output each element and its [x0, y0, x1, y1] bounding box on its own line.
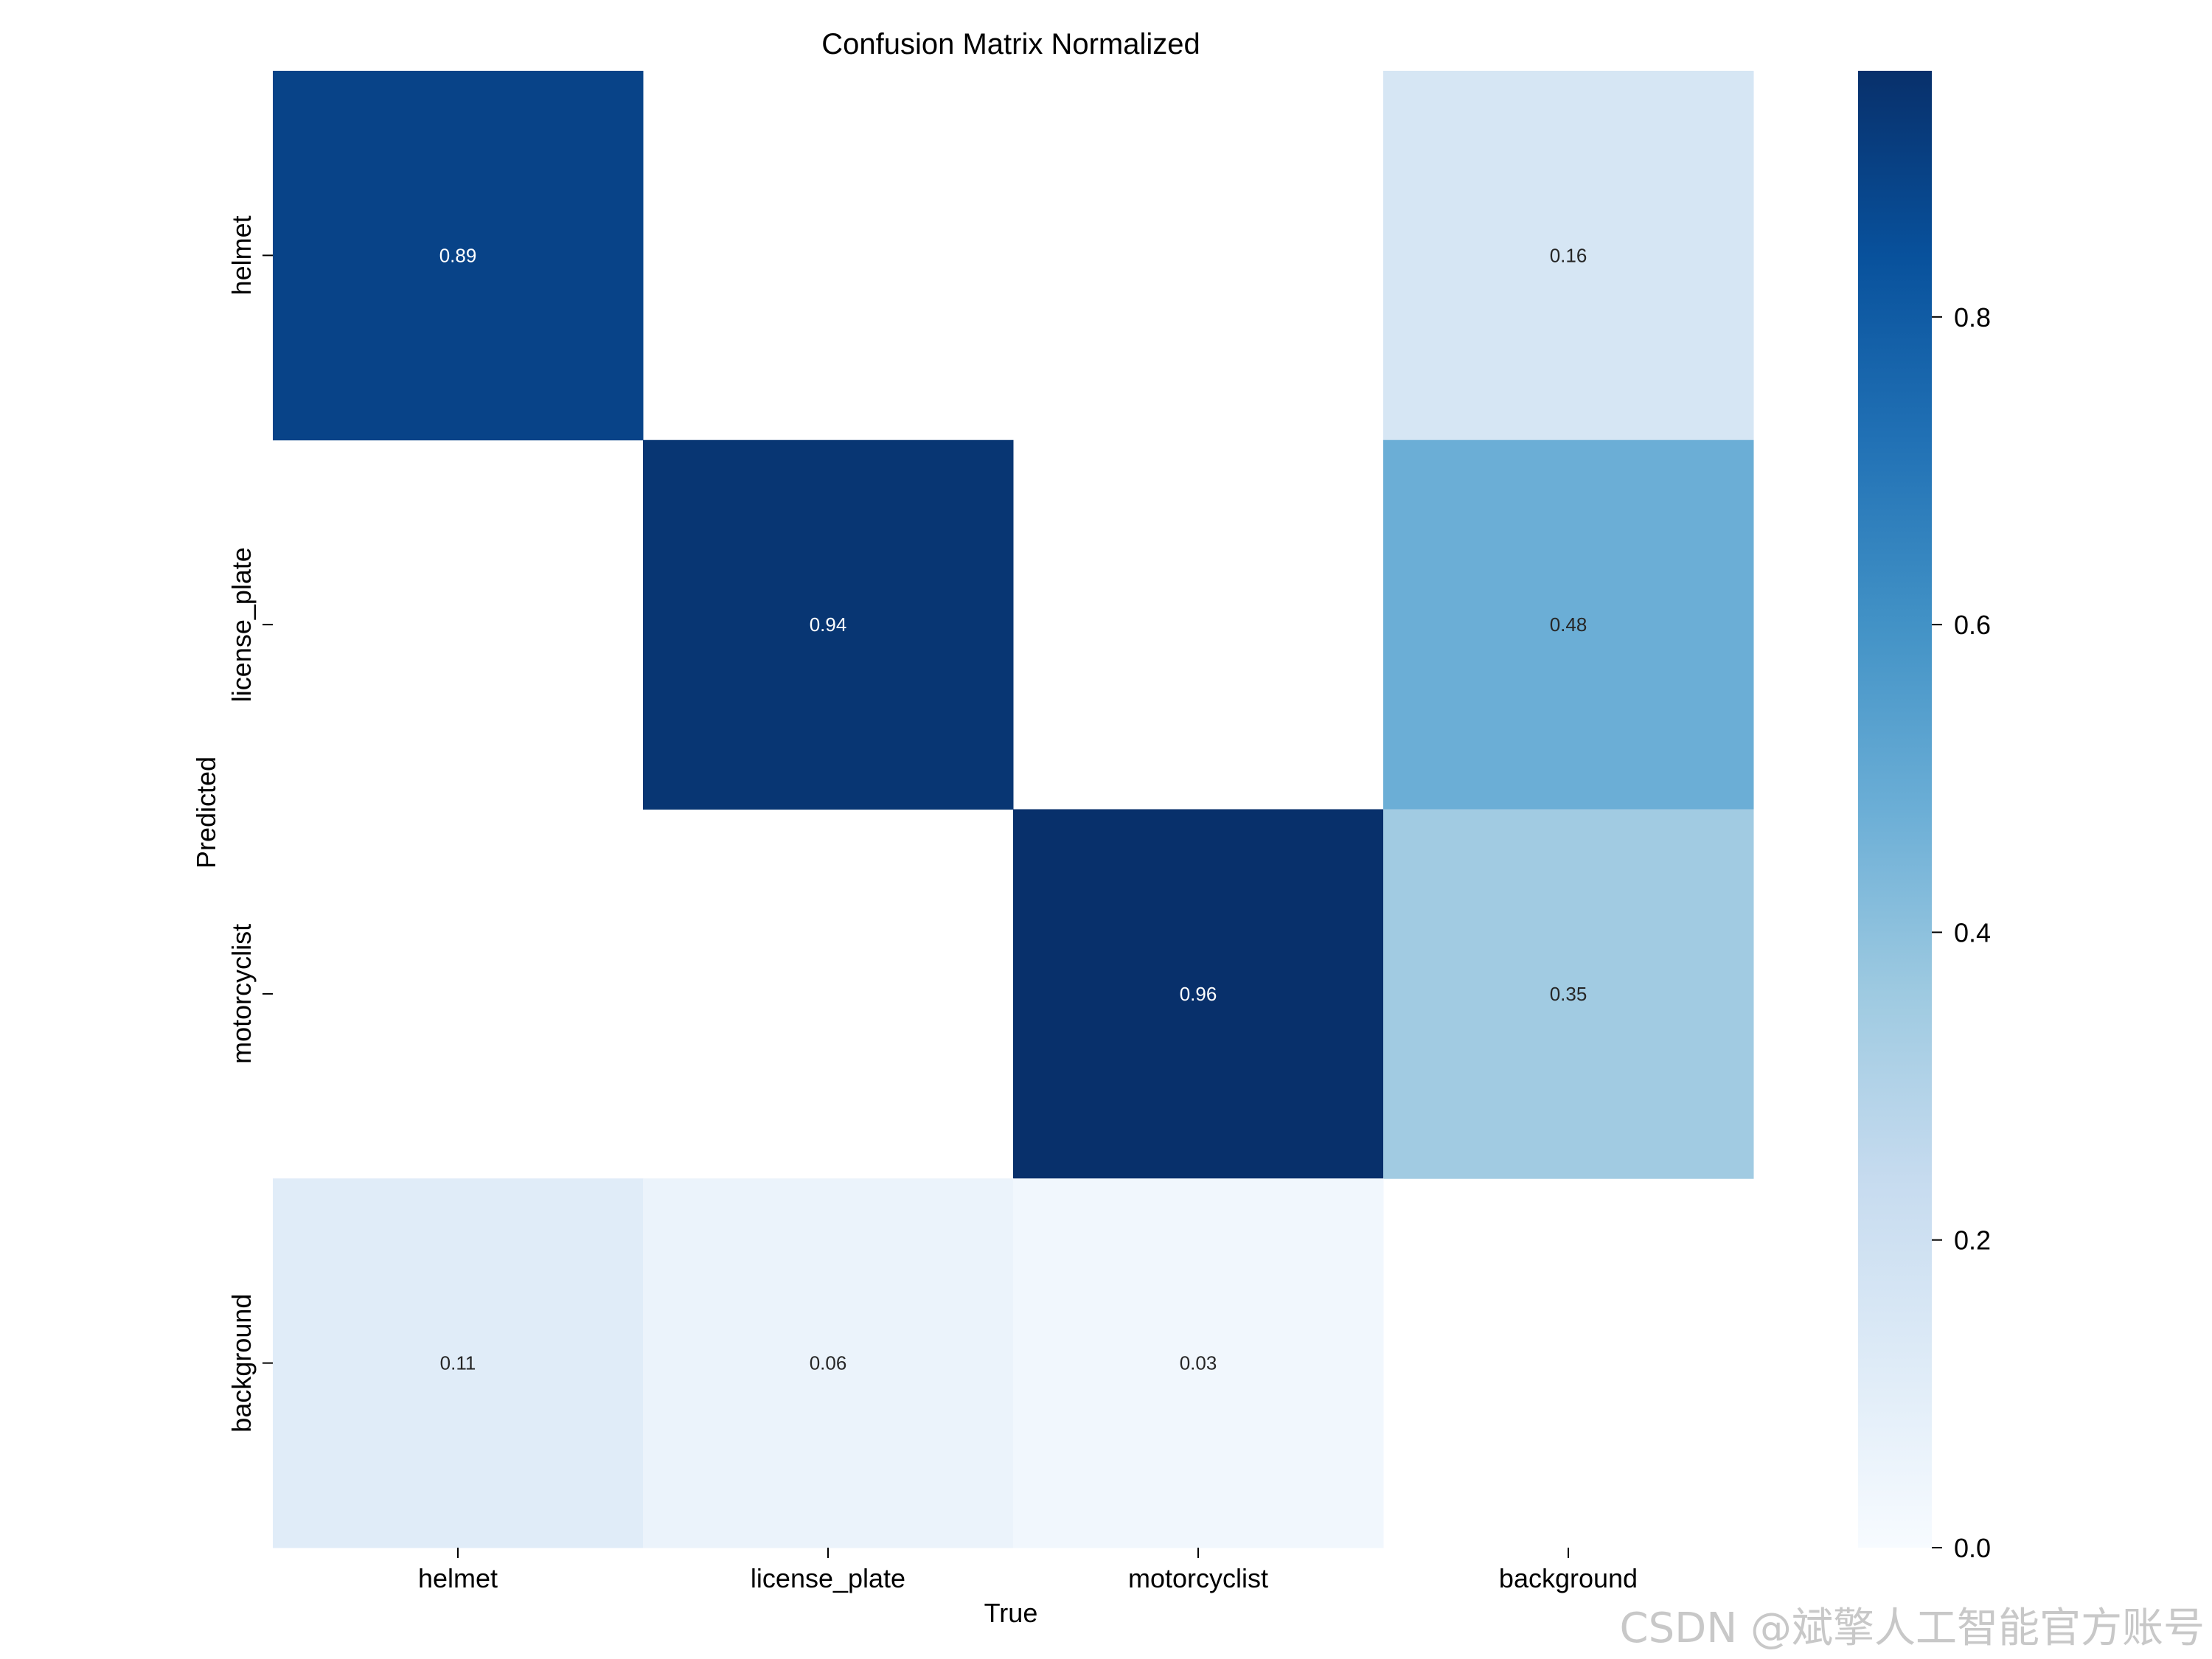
- cell-value-label: 0.94: [810, 613, 847, 636]
- x-tick-label: helmet: [418, 1563, 498, 1593]
- heatmap-cells: [273, 71, 1754, 1548]
- y-tick-label: motorcyclist: [226, 924, 257, 1064]
- heatmap-cell: [643, 1178, 1014, 1548]
- cell-value-label: 0.06: [810, 1352, 847, 1374]
- colorbar: [1858, 71, 1932, 1548]
- heatmap-cell: [1013, 809, 1384, 1179]
- cell-value-label: 0.03: [1180, 1352, 1217, 1374]
- cell-value-label: 0.89: [439, 244, 477, 266]
- heatmap-cell-labels: 0.89 0.16 0.94 0.48 0.96 0.35 0.11 0.06 0.03: [439, 244, 1587, 1374]
- y-tick-label: background: [226, 1294, 257, 1433]
- heatmap-cell: [1383, 809, 1754, 1179]
- cell-value-label: 0.35: [1550, 983, 1587, 1005]
- heatmap-cell: [643, 439, 1014, 810]
- colorbar-tick-label: 0.4: [1954, 917, 1991, 947]
- cell-value-label: 0.16: [1550, 244, 1587, 266]
- heatmap-cell: [273, 1178, 644, 1548]
- x-axis: helmet license_plate motorcyclist backgroun…: [418, 1548, 1638, 1593]
- colorbar-tick-label: 0.0: [1954, 1533, 1991, 1563]
- y-tick-label: helmet: [226, 215, 257, 295]
- colorbar-tick-label: 0.2: [1954, 1225, 1991, 1256]
- heatmap-cell: [1383, 439, 1754, 810]
- heatmap-cell: [273, 71, 644, 441]
- colorbar-tick-label: 0.8: [1954, 302, 1991, 333]
- x-axis-label: True: [984, 1598, 1038, 1628]
- heatmap-cell: [1383, 71, 1754, 441]
- chart-title: Confusion Matrix Normalized: [821, 28, 1200, 60]
- y-tick-label: license_plate: [226, 547, 257, 702]
- cell-value-label: 0.48: [1550, 613, 1587, 636]
- y-axis-label: Predicted: [191, 757, 221, 869]
- x-tick-label: license_plate: [751, 1563, 905, 1593]
- cell-value-label: 0.11: [440, 1352, 476, 1374]
- watermark: CSDN @斌擎人工智能官方账号: [1619, 1604, 2205, 1652]
- colorbar-ticks: 0.0 0.2 0.4 0.6 0.8: [1932, 302, 1991, 1563]
- y-axis: helmet license_plate motorcyclist backgroun…: [226, 215, 273, 1433]
- heatmap-cell: [1013, 1178, 1384, 1548]
- x-tick-label: motorcyclist: [1128, 1563, 1268, 1593]
- cell-value-label: 0.96: [1180, 983, 1217, 1005]
- x-tick-label: background: [1499, 1563, 1638, 1593]
- colorbar-tick-label: 0.6: [1954, 610, 1991, 640]
